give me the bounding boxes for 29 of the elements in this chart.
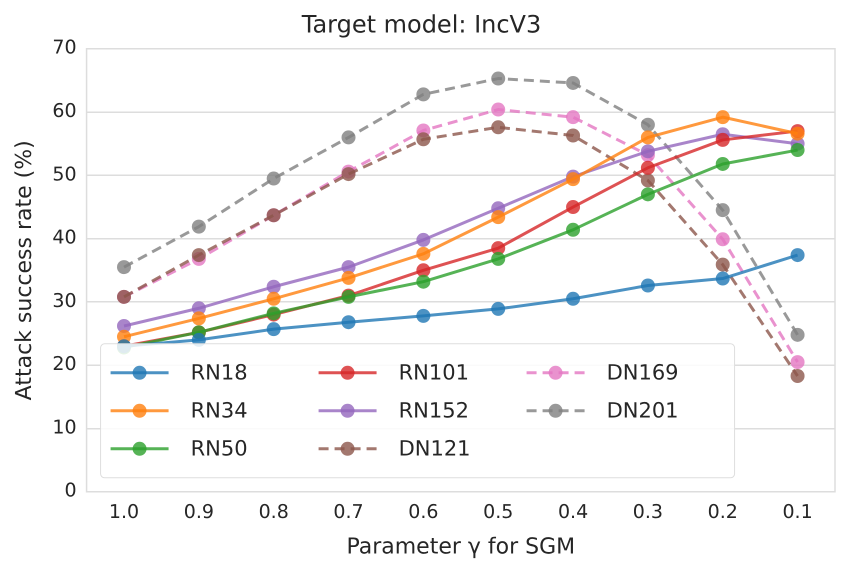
chart-title: Target model: IncV3 (300, 10, 542, 39)
legend-label: DN169 (606, 360, 679, 384)
y-tick-label: 50 (52, 163, 77, 186)
x-tick-label: 0.1 (782, 501, 813, 524)
y-tick-label: 0 (64, 480, 77, 502)
x-tick-label: 0.3 (632, 501, 664, 524)
legend-label: RN34 (190, 398, 248, 422)
x-axis-title: Parameter γ for SGM (346, 534, 576, 560)
y-tick-label: 10 (52, 416, 77, 438)
x-tick-label: 0.7 (333, 501, 364, 524)
y-tick-label: 30 (52, 290, 77, 312)
y-tick-label: 70 (52, 36, 77, 59)
y-tick-label: 40 (52, 226, 77, 249)
x-tick-label: 0.8 (258, 501, 289, 524)
y-axis-title: Attack success rate (%) (12, 140, 37, 400)
legend-label: DN121 (398, 436, 471, 460)
legend-label: RN101 (398, 360, 469, 384)
x-tick-label: 0.2 (708, 501, 738, 524)
x-tick-label: 1.0 (108, 501, 140, 524)
y-tick-label: 60 (52, 100, 77, 122)
x-tick-label: 0.9 (184, 501, 214, 524)
legend-label: RN18 (190, 360, 248, 384)
x-tick-label: 0.6 (408, 501, 438, 524)
x-tick-label: 0.4 (558, 501, 588, 524)
legend-label: DN201 (606, 398, 679, 422)
x-tick-label: 0.5 (483, 501, 514, 524)
y-tick-label: 20 (52, 353, 77, 376)
legend-label: RN152 (398, 398, 469, 422)
legend-label: RN50 (190, 436, 248, 460)
